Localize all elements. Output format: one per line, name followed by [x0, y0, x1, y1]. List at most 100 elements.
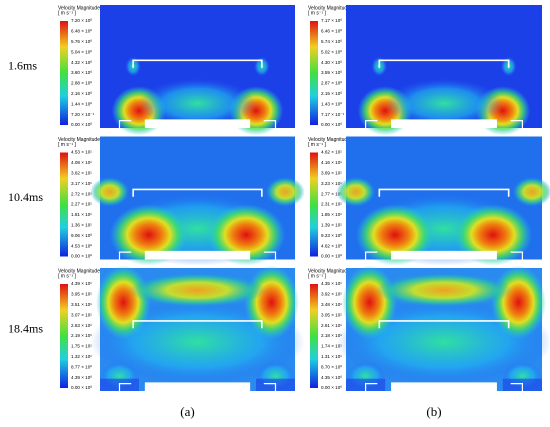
- colorbar-tick-label: 0.00 × 10⁰: [71, 122, 92, 127]
- colorbar-tick-label: 2.15 × 10⁰: [321, 91, 342, 96]
- solid-region: [391, 250, 497, 260]
- colorbar-tick-label: 4.30 × 10⁰: [321, 60, 342, 65]
- colorbar-unit: [ m s⁻¹ ]: [58, 273, 77, 279]
- colorbar-title: Velocity Magnitude: [58, 137, 100, 143]
- colorbar-tick-label: 2.18 × 10¹: [321, 333, 342, 338]
- colorbar-tick-label: 2.61 × 10¹: [321, 323, 342, 328]
- colorbar-tick-label: 3.23 × 10¹: [321, 181, 342, 186]
- colorbar-tick-label: 2.72 × 10¹: [71, 191, 92, 196]
- colorbar-tick-label: 4.16 × 10¹: [321, 160, 342, 165]
- colorbar-tick-label: 2.88 × 10⁰: [71, 81, 92, 86]
- wall: [118, 251, 277, 260]
- colorbar-tick-label: 8.70 × 10⁰: [321, 364, 342, 369]
- colorbar: [310, 152, 318, 257]
- colorbar-tick-label: 3.05 × 10¹: [321, 312, 342, 317]
- colorbar-title: Velocity Magnitude: [308, 137, 350, 143]
- boundary: [132, 59, 263, 68]
- colorbar-tick-label: 1.81 × 10¹: [71, 212, 92, 217]
- flow-region: [342, 265, 397, 340]
- boundary: [378, 59, 510, 68]
- colorbar-unit: [ m s⁻¹ ]: [58, 10, 77, 16]
- row-label: 1.6ms: [8, 58, 37, 72]
- colorbar-unit: [ m s⁻¹ ]: [58, 142, 77, 148]
- contour-plot: [100, 5, 295, 136]
- colorbar-tick-label: 3.69 × 10¹: [321, 171, 342, 176]
- solid-region: [391, 382, 497, 391]
- colorbar-tick-label: 3.59 × 10⁰: [321, 70, 342, 75]
- flow-region: [129, 272, 266, 308]
- colorbar-tick-label: 0.00 × 10⁰: [321, 122, 342, 127]
- colorbar-tick-label: 3.60 × 10⁰: [71, 70, 92, 75]
- colorbar-unit: [ m s⁻¹ ]: [308, 142, 327, 148]
- colorbar-tick-label: 4.62 × 10¹: [321, 150, 342, 155]
- colorbar-tick-label: 5.04 × 10⁰: [71, 49, 92, 54]
- flow-region: [139, 78, 256, 128]
- colorbar-tick-label: 1.44 × 10⁰: [71, 101, 92, 106]
- colorbar-tick-label: 1.85 × 10¹: [321, 212, 342, 217]
- flow-region: [109, 204, 188, 266]
- flow-region: [90, 177, 130, 207]
- colorbar-tick-label: 2.63 × 10¹: [71, 323, 92, 328]
- wall: [365, 383, 523, 391]
- colorbar-tick-label: 6.46 × 10⁰: [321, 29, 342, 34]
- colorbar-unit: [ m s⁻¹ ]: [308, 273, 327, 279]
- row-label: 10.4ms: [8, 190, 43, 204]
- wall: [365, 251, 523, 260]
- colorbar-tick-label: 4.35 × 10¹: [321, 281, 342, 286]
- wall: [118, 120, 277, 128]
- boundary: [132, 320, 263, 329]
- colorbar-tick-label: 3.62 × 10¹: [71, 171, 92, 176]
- colorbar-tick-label: 4.39 × 10⁰: [71, 375, 92, 380]
- colorbar-title: Velocity Magnitude: [308, 5, 350, 11]
- colorbar-tick-label: 8.77 × 10⁰: [71, 364, 92, 369]
- colorbar-tick-label: 5.02 × 10⁰: [321, 49, 342, 54]
- colorbar-tick-label: 5.74 × 10⁰: [321, 39, 342, 44]
- colorbar-tick-label: 7.17 × 10⁰: [321, 18, 342, 23]
- colorbar: [310, 21, 318, 125]
- colorbar-tick-label: 4.35 × 10⁰: [321, 375, 342, 380]
- colorbar-tick-label: 3.95 × 10¹: [71, 292, 92, 297]
- colorbar-tick-label: 4.08 × 10¹: [71, 160, 92, 165]
- flow-region: [244, 265, 299, 340]
- solid-region: [391, 119, 497, 128]
- flow-region: [512, 177, 550, 207]
- colorbar-tick-label: 1.43 × 10⁰: [321, 101, 342, 106]
- colorbar-tick-label: 7.20 × 10⁻¹: [71, 112, 95, 117]
- colorbar-tick-label: 4.53 × 10⁰: [71, 243, 92, 248]
- colorbar-tick-label: 5.76 × 10⁰: [71, 39, 92, 44]
- colorbar-tick-label: 3.07 × 10¹: [71, 312, 92, 317]
- colorbar-unit: [ m s⁻¹ ]: [308, 10, 327, 16]
- colorbar: [60, 21, 68, 125]
- colorbar: [60, 284, 68, 388]
- colorbar-tick-label: 6.48 × 10⁰: [71, 29, 92, 34]
- contour-plot: [90, 265, 305, 391]
- flow-region: [385, 78, 503, 128]
- solid-region: [144, 119, 251, 128]
- contour-plot: [90, 136, 305, 266]
- boundary: [378, 188, 510, 197]
- colorbar-tick-label: 3.51 × 10¹: [71, 302, 92, 307]
- flow-region: [355, 204, 435, 266]
- colorbar-tick-label: 2.31 × 10¹: [321, 202, 342, 207]
- colorbar-tick-label: 4.32 × 10⁰: [71, 60, 92, 65]
- colorbar: [310, 284, 318, 388]
- colorbar: [60, 152, 68, 257]
- flow-region: [96, 265, 151, 340]
- solid-region: [144, 250, 251, 260]
- colorbar-tick-label: 2.16 × 10⁰: [71, 91, 92, 96]
- colorbar-tick-label: 9.06 × 10⁰: [71, 233, 92, 238]
- boundary: [378, 320, 510, 329]
- colorbar-tick-label: 4.39 × 10¹: [71, 281, 92, 286]
- colorbar-tick-label: 0.00 × 10⁰: [321, 385, 342, 390]
- colorbar-tick-label: 2.87 × 10⁰: [321, 81, 342, 86]
- panel-label: (b): [426, 404, 441, 419]
- colorbar-tick-label: 9.23 × 10⁰: [321, 233, 342, 238]
- colorbar-tick-label: 1.31 × 10¹: [321, 354, 342, 359]
- colorbar-tick-label: 1.75 × 10¹: [71, 344, 92, 349]
- colorbar-tick-label: 0.00 × 10⁰: [321, 254, 342, 259]
- contour-plot: [336, 265, 550, 391]
- flow-region: [336, 177, 376, 207]
- flow-region: [265, 177, 305, 207]
- colorbar-tick-label: 0.00 × 10⁰: [71, 385, 92, 390]
